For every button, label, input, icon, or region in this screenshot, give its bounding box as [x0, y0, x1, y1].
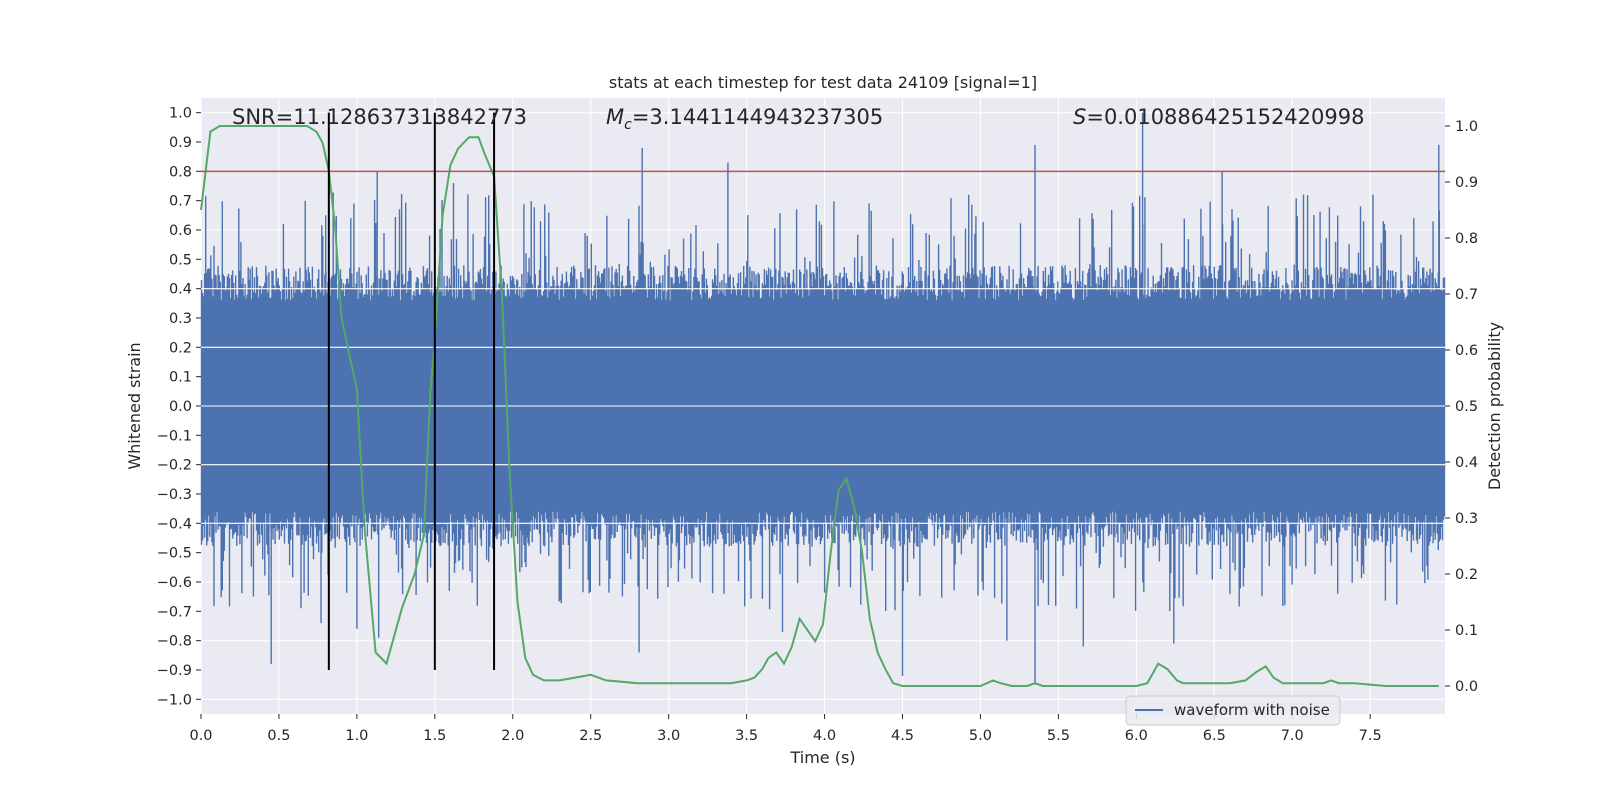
- x-tick-label: 6.0: [1125, 728, 1148, 744]
- waveform-series: [200, 112, 1446, 685]
- s-value: =0.010886425152420998: [1086, 105, 1364, 129]
- x-tick-label: 4.5: [891, 728, 914, 744]
- x-tick-label: 1.5: [423, 728, 446, 744]
- y-right-axis-label: Detection probability: [1485, 322, 1504, 490]
- legend-box: [1125, 695, 1341, 726]
- chirp-mass-annotation: Mc=3.1441144943237305: [606, 105, 883, 133]
- y-right-tick-label: 0.5: [1455, 399, 1478, 415]
- y-right-tick-label: 0.7: [1455, 287, 1478, 303]
- x-tick-label: 3.5: [735, 728, 758, 744]
- x-tick-label: 0.5: [267, 728, 290, 744]
- y-left-tick-label: 0.2: [169, 340, 192, 356]
- y-right-tick-label: 0.2: [1455, 567, 1478, 583]
- legend-label: waveform with noise: [1174, 701, 1330, 719]
- chirp-mass-subscript: c: [624, 117, 632, 133]
- y-left-tick-label: −0.4: [157, 516, 192, 532]
- y-left-axis-label: Whitened strain: [125, 342, 144, 469]
- y-left-tick-label: 0.5: [169, 252, 192, 268]
- y-left-tick-label: 0.3: [169, 311, 192, 327]
- y-right-tick-label: 0.1: [1455, 623, 1478, 639]
- y-left-tick-label: 0.6: [169, 223, 192, 239]
- x-tick-label: 7.5: [1359, 728, 1382, 744]
- x-tick-label: 2.0: [501, 728, 524, 744]
- y-left-tick-label: 0.8: [169, 164, 192, 180]
- y-left-tick-label: 0.9: [169, 135, 192, 151]
- chirp-mass-symbol: M: [606, 105, 624, 129]
- y-left-tick-label: 0.7: [169, 194, 192, 210]
- y-left-tick-label: −0.3: [157, 487, 192, 503]
- y-left-tick-label: 0.0: [169, 399, 192, 415]
- chart-title: stats at each timestep for test data 241…: [609, 73, 1037, 92]
- x-tick-label: 4.0: [813, 728, 836, 744]
- snr-annotation: SNR=11.128637313842773: [232, 105, 527, 129]
- y-left-tick-label: −0.2: [157, 458, 192, 474]
- x-tick-label: 1.0: [345, 728, 368, 744]
- y-left-tick-label: −1.0: [157, 692, 192, 708]
- y-right-tick-label: 0.4: [1455, 455, 1478, 471]
- y-left-tick-label: −0.6: [157, 575, 192, 591]
- x-tick-label: 5.0: [969, 728, 992, 744]
- x-tick-label: 7.0: [1281, 728, 1304, 744]
- s-symbol: S: [1073, 105, 1086, 129]
- y-right-tick-label: 0.3: [1455, 511, 1478, 527]
- y-left-tick-label: −0.1: [157, 428, 192, 444]
- x-axis-label: Time (s): [789, 748, 855, 767]
- x-tick-label: 2.5: [579, 728, 602, 744]
- y-left-tick-label: −0.7: [157, 604, 192, 620]
- chirp-mass-value: =3.1441144943237305: [632, 105, 883, 129]
- y-right-tick-labels: 1.0 0.9 0.8 0.7 0.6 0.5 0.4 0.3 0.2 0.1 0.0: [1445, 119, 1478, 695]
- x-tick-label: 0.0: [189, 728, 212, 744]
- y-right-tick-label: 0.0: [1455, 679, 1478, 695]
- y-left-tick-label: −0.8: [157, 634, 192, 650]
- x-tick-label: 6.5: [1203, 728, 1226, 744]
- s-annotation: S=0.010886425152420998: [1073, 105, 1364, 129]
- y-left-tick-label: 0.4: [169, 282, 192, 298]
- y-right-tick-label: 0.6: [1455, 343, 1478, 359]
- x-tick-label: 3.0: [657, 728, 680, 744]
- vertical-markers: [327, 112, 496, 670]
- y-left-tick-label: −0.9: [157, 663, 192, 679]
- legend: waveform with noise: [1125, 695, 1341, 726]
- x-tick-label: 5.5: [1047, 728, 1070, 744]
- y-right-tick-label: 0.8: [1455, 231, 1478, 247]
- y-left-tick-labels: 1.0 0.9 0.8 0.7 0.6 0.5 0.4 0.3 0.2 0.1 0.0 −0.1 −0.…: [157, 106, 201, 708]
- y-right-tick-label: 0.9: [1455, 175, 1478, 191]
- probability-line: [200, 125, 1439, 687]
- probability-series: [200, 125, 1439, 687]
- y-right-tick-label: 1.0: [1455, 119, 1478, 135]
- y-left-tick-label: −0.5: [157, 546, 192, 562]
- y-left-tick-label: 0.1: [169, 370, 192, 386]
- x-tick-labels: 0.0 0.5 1.0 1.5 2.0 2.5 3.0 3.5 4.0 4.5 5.0 5.5 6.0 6…: [189, 714, 1382, 744]
- y-left-tick-label: 1.0: [169, 106, 192, 122]
